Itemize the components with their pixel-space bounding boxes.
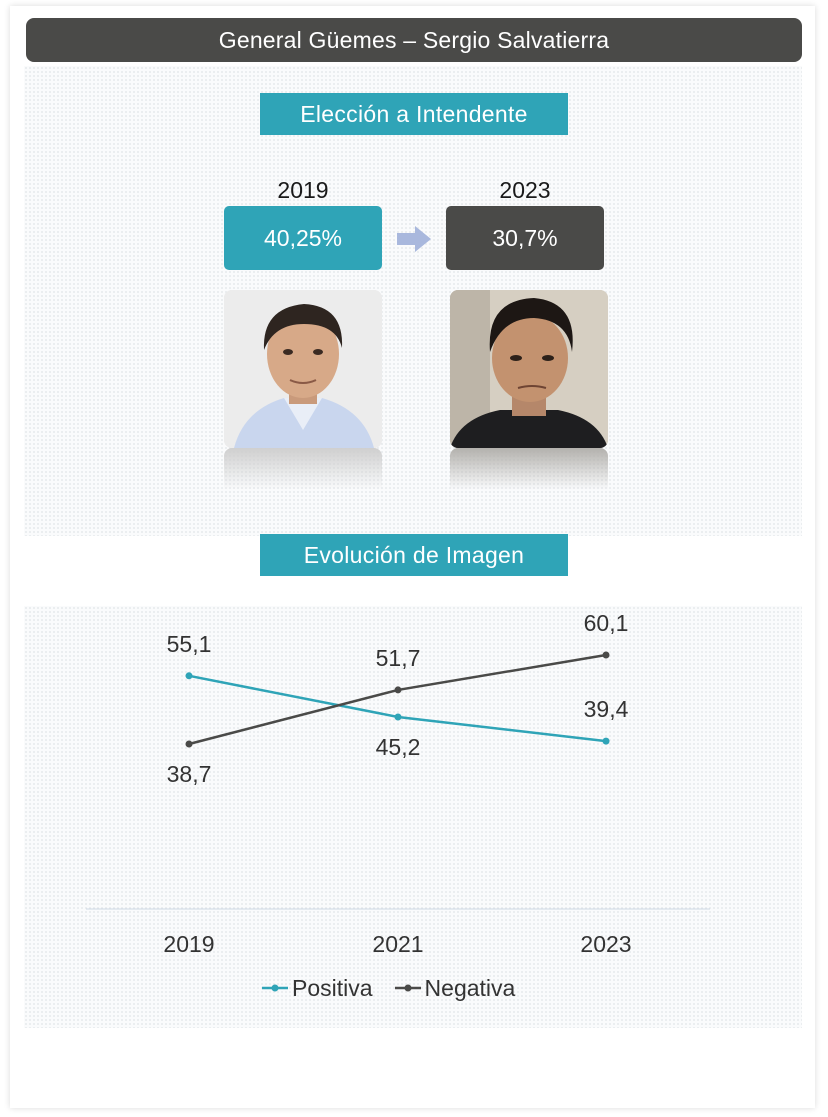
data-label-negativa: 51,7	[376, 645, 421, 671]
x-tick-label: 2021	[372, 931, 423, 957]
candidate-photo-2019-reflection	[224, 448, 382, 490]
result-2019: 40,25%	[224, 206, 382, 270]
legend-item-positiva: Positiva	[262, 975, 373, 1002]
x-tick-label: 2019	[163, 931, 214, 957]
data-point-negativa	[394, 686, 402, 694]
result-2023: 30,7%	[446, 206, 604, 270]
election-section-title: Elección a Intendente	[260, 93, 568, 135]
year-label-2023: 2023	[499, 177, 551, 203]
candidate-photo-2023-reflection	[450, 448, 608, 490]
data-label-negativa: 60,1	[584, 610, 629, 636]
data-label-positiva: 45,2	[376, 734, 421, 760]
legend-label-positiva: Positiva	[292, 974, 373, 1001]
background-top	[24, 66, 802, 536]
series-line-positiva	[188, 674, 607, 743]
data-point-negativa	[602, 651, 610, 659]
data-label-positiva: 55,1	[167, 631, 212, 657]
legend-item-negativa: Negativa	[394, 974, 516, 1002]
candidate-photo-2023	[450, 290, 608, 448]
x-tick-label: 2023	[580, 931, 631, 957]
data-label-negativa: 38,7	[167, 761, 212, 787]
background-chart	[24, 606, 802, 1028]
data-point-negativa	[185, 740, 193, 748]
candidate-photo-2019	[224, 290, 382, 448]
image-section-title: Evolución de Imagen	[260, 534, 568, 576]
data-label-positiva: 39,4	[584, 696, 629, 722]
arrow-right-icon	[397, 226, 431, 252]
data-point-positiva	[602, 737, 610, 745]
chart-legend: Positiva Negativa	[262, 973, 537, 1003]
page-title: General Güemes – Sergio Salvatierra	[26, 18, 802, 62]
legend-marker-positiva	[262, 984, 288, 992]
line-chart: 2019 2021 2023 55,1 45,2 39,4 38,7 51,7 60,1	[86, 610, 710, 957]
data-point-positiva	[185, 672, 193, 680]
legend-marker-negativa	[394, 984, 421, 992]
data-point-positiva	[394, 713, 402, 721]
year-label-2019: 2019	[277, 177, 329, 203]
legend-label-negativa: Negativa	[424, 974, 516, 1001]
